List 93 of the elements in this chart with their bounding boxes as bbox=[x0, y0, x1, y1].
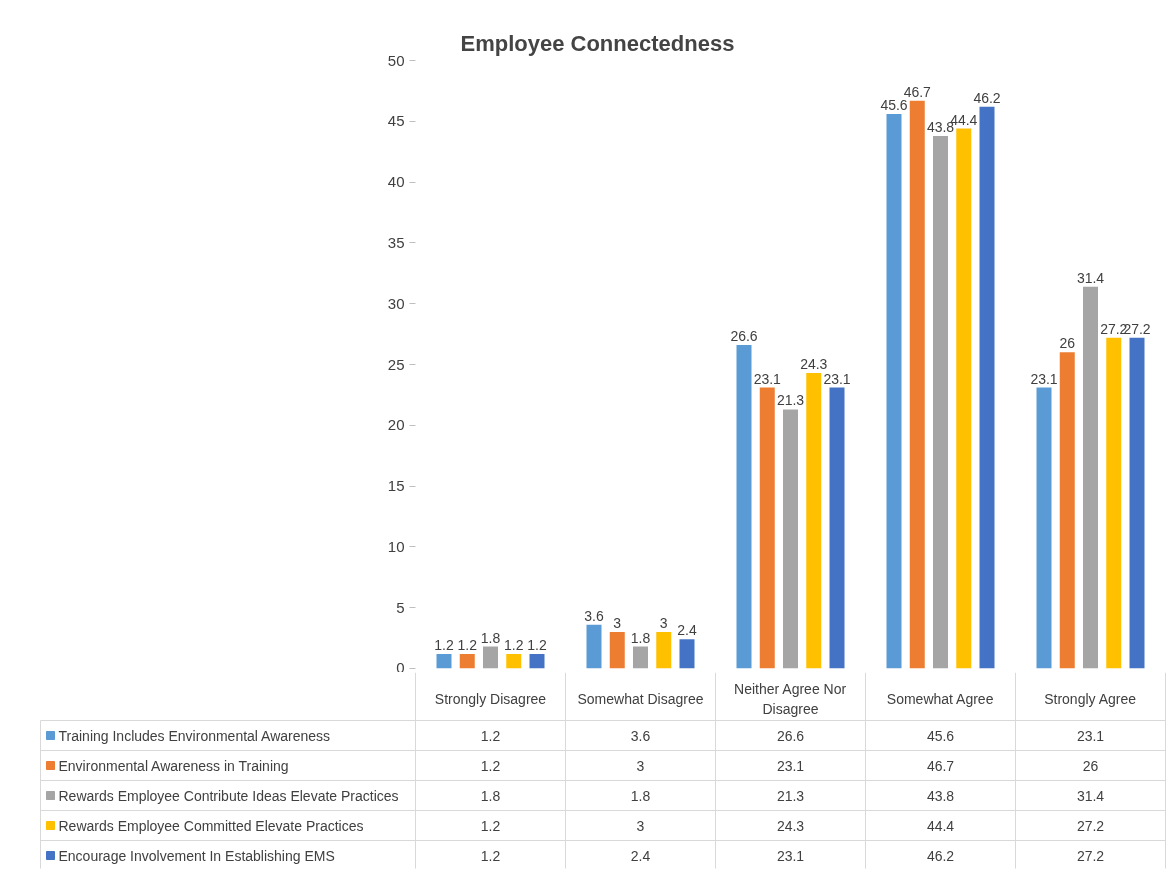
text: 3 bbox=[613, 615, 622, 632]
data-label: 1.2 bbox=[480, 727, 501, 744]
bar bbox=[529, 653, 545, 669]
data-label: 3 bbox=[636, 757, 645, 774]
bar bbox=[829, 387, 845, 669]
bar bbox=[956, 128, 972, 669]
x-tick-label: Neither Agree Nor Disagree bbox=[734, 680, 847, 717]
text: 1.8 bbox=[480, 629, 501, 646]
bar bbox=[933, 135, 948, 669]
text: 23.1 bbox=[823, 370, 851, 387]
data-label: 23.1 bbox=[776, 757, 805, 774]
legend-label: Rewards Employee Contribute Ideas Elevate Practices bbox=[58, 787, 399, 804]
data-label: 3.6 bbox=[630, 727, 651, 744]
x-tick-label: Somewhat Agree bbox=[886, 690, 994, 707]
data-label: 1.2 bbox=[480, 817, 501, 834]
bar bbox=[586, 624, 602, 669]
y-tick-label: 50 bbox=[387, 51, 405, 69]
data-label: 23.1 bbox=[776, 847, 805, 864]
text: 45.6 bbox=[880, 97, 908, 113]
text: 3.6 bbox=[584, 607, 604, 624]
text: 1.8 bbox=[630, 629, 651, 646]
bar bbox=[1106, 337, 1122, 669]
text: 46.7 bbox=[903, 83, 931, 100]
bar bbox=[1129, 337, 1145, 669]
bar bbox=[979, 106, 995, 669]
bar bbox=[736, 345, 752, 669]
data-label: 23.1 bbox=[1076, 727, 1105, 744]
chart-title: Employee Connectedness bbox=[460, 30, 735, 56]
bar bbox=[759, 387, 775, 669]
y-tick-label: 30 bbox=[387, 294, 405, 312]
legend-label: Encourage Involvement In Establishing EMS bbox=[58, 847, 335, 864]
y-tick-label: 5 bbox=[396, 598, 405, 616]
data-label: 31.4 bbox=[1076, 787, 1105, 804]
text: 2.4 bbox=[677, 622, 697, 639]
bar bbox=[609, 632, 625, 669]
x-tick-label: Somewhat Disagree bbox=[577, 690, 704, 707]
bar bbox=[1059, 352, 1075, 669]
bar bbox=[886, 114, 902, 669]
y-tick-label: 20 bbox=[387, 416, 405, 434]
y-tick-label: 10 bbox=[387, 537, 405, 555]
bar bbox=[459, 653, 475, 669]
x-tick-label: Strongly Agree bbox=[1044, 690, 1137, 707]
y-tick-label: 35 bbox=[387, 233, 405, 251]
data-label: 1.2 bbox=[480, 757, 501, 774]
text: 23.1 bbox=[1030, 370, 1058, 387]
text: 1.2 bbox=[504, 636, 524, 653]
data-label: 46.2 bbox=[926, 847, 955, 864]
y-tick-label: 25 bbox=[387, 355, 405, 373]
text: 1.2 bbox=[527, 636, 547, 653]
bar bbox=[679, 639, 695, 669]
bar bbox=[909, 100, 925, 669]
y-tick-label: 15 bbox=[387, 477, 405, 495]
data-label: 1.8 bbox=[480, 787, 501, 804]
legend-label: Rewards Employee Committed Elevate Practices bbox=[58, 817, 364, 834]
data-label: 1.8 bbox=[630, 787, 651, 804]
bar bbox=[806, 373, 822, 669]
text: 21.3 bbox=[776, 392, 805, 409]
bar bbox=[483, 646, 498, 669]
data-label: 3 bbox=[636, 817, 645, 834]
data-label: 43.8 bbox=[926, 787, 955, 804]
data-label: 27.2 bbox=[1076, 847, 1105, 864]
text: 26 bbox=[1059, 335, 1076, 352]
data-label: 2.4 bbox=[630, 847, 651, 864]
legend-label: Training Includes Environmental Awareness bbox=[58, 727, 331, 744]
y-tick-label: 45 bbox=[387, 112, 405, 130]
text: 23.1 bbox=[753, 370, 781, 387]
y-tick-label: 40 bbox=[387, 173, 405, 191]
data-label: 24.3 bbox=[776, 817, 805, 834]
data-label: 26 bbox=[1082, 757, 1099, 774]
text: 1.2 bbox=[434, 636, 454, 653]
legend-label: Environmental Awareness in Training bbox=[58, 757, 289, 774]
data-label: 46.7 bbox=[926, 757, 955, 774]
text: 24.3 bbox=[800, 356, 828, 373]
text: 1.2 bbox=[457, 636, 477, 653]
data-label: 26.6 bbox=[776, 727, 805, 744]
x-tick-label: Strongly Disagree bbox=[434, 690, 547, 707]
bar bbox=[506, 653, 522, 669]
text: 31.4 bbox=[1076, 269, 1105, 286]
bar bbox=[1036, 387, 1052, 669]
bar bbox=[436, 653, 452, 669]
data-label: 1.2 bbox=[480, 847, 501, 864]
text: 3 bbox=[659, 615, 668, 632]
data-label: 27.2 bbox=[1076, 817, 1105, 834]
text: 46.2 bbox=[973, 89, 1001, 106]
data-label: 21.3 bbox=[776, 787, 805, 804]
y-tick-label: 0 bbox=[396, 658, 405, 676]
bar bbox=[656, 632, 672, 669]
data-label: 45.6 bbox=[926, 727, 955, 744]
bar bbox=[633, 646, 648, 669]
data-label: 44.4 bbox=[926, 817, 955, 834]
bar bbox=[783, 409, 798, 669]
bar bbox=[1083, 286, 1098, 669]
text: 26.6 bbox=[730, 328, 758, 345]
